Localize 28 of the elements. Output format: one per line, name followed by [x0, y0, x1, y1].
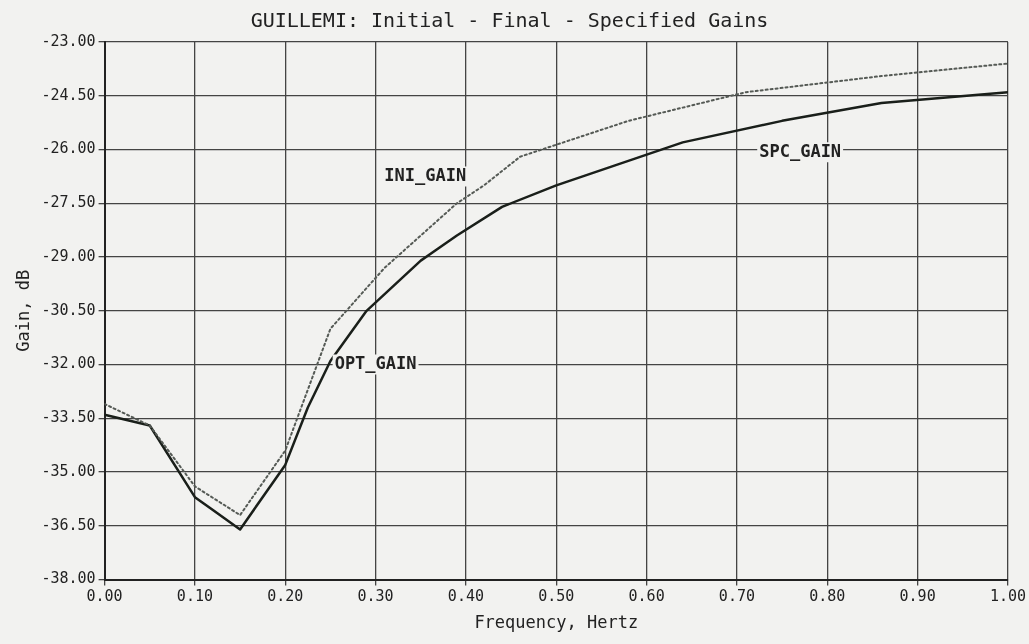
x-tick-label: 0.20 — [267, 587, 304, 606]
y-tick-label: -27.50 — [41, 193, 96, 212]
x-axis-title: Frequency, Hertz — [474, 612, 639, 633]
y-tick-label: -29.00 — [41, 246, 96, 265]
x-tick-label: 0.90 — [899, 587, 936, 606]
annotation: SPC_GAIN — [759, 140, 842, 161]
x-tick-label: 1.00 — [989, 587, 1026, 606]
x-tick-label: 0.00 — [86, 587, 123, 606]
series-label: INI_GAIN — [384, 164, 467, 185]
y-tick-label: -26.00 — [41, 139, 96, 158]
x-tick-label: 0.60 — [628, 587, 665, 606]
y-tick-label: -36.50 — [41, 515, 96, 534]
x-tick-label: 0.40 — [447, 587, 484, 606]
y-tick-label: -35.00 — [41, 461, 96, 480]
x-tick-label: 0.70 — [718, 587, 755, 606]
x-tick-label: 0.50 — [538, 587, 575, 606]
y-tick-label: -24.50 — [41, 85, 96, 104]
y-tick-label: -30.50 — [41, 300, 96, 319]
x-tick-label: 0.30 — [357, 587, 394, 606]
y-axis-title: Gain, dB — [12, 269, 33, 352]
y-tick-label: -38.00 — [41, 569, 96, 588]
x-tick-label: 0.80 — [809, 587, 846, 606]
y-tick-label: -23.00 — [41, 31, 96, 50]
series-label: OPT_GAIN — [334, 352, 417, 373]
y-tick-label: -32.00 — [41, 354, 96, 373]
y-tick-label: -33.50 — [41, 408, 96, 427]
chart-title: GUILLEMI: Initial - Final - Specified Gains — [250, 8, 769, 33]
x-tick-label: 0.10 — [176, 587, 213, 606]
